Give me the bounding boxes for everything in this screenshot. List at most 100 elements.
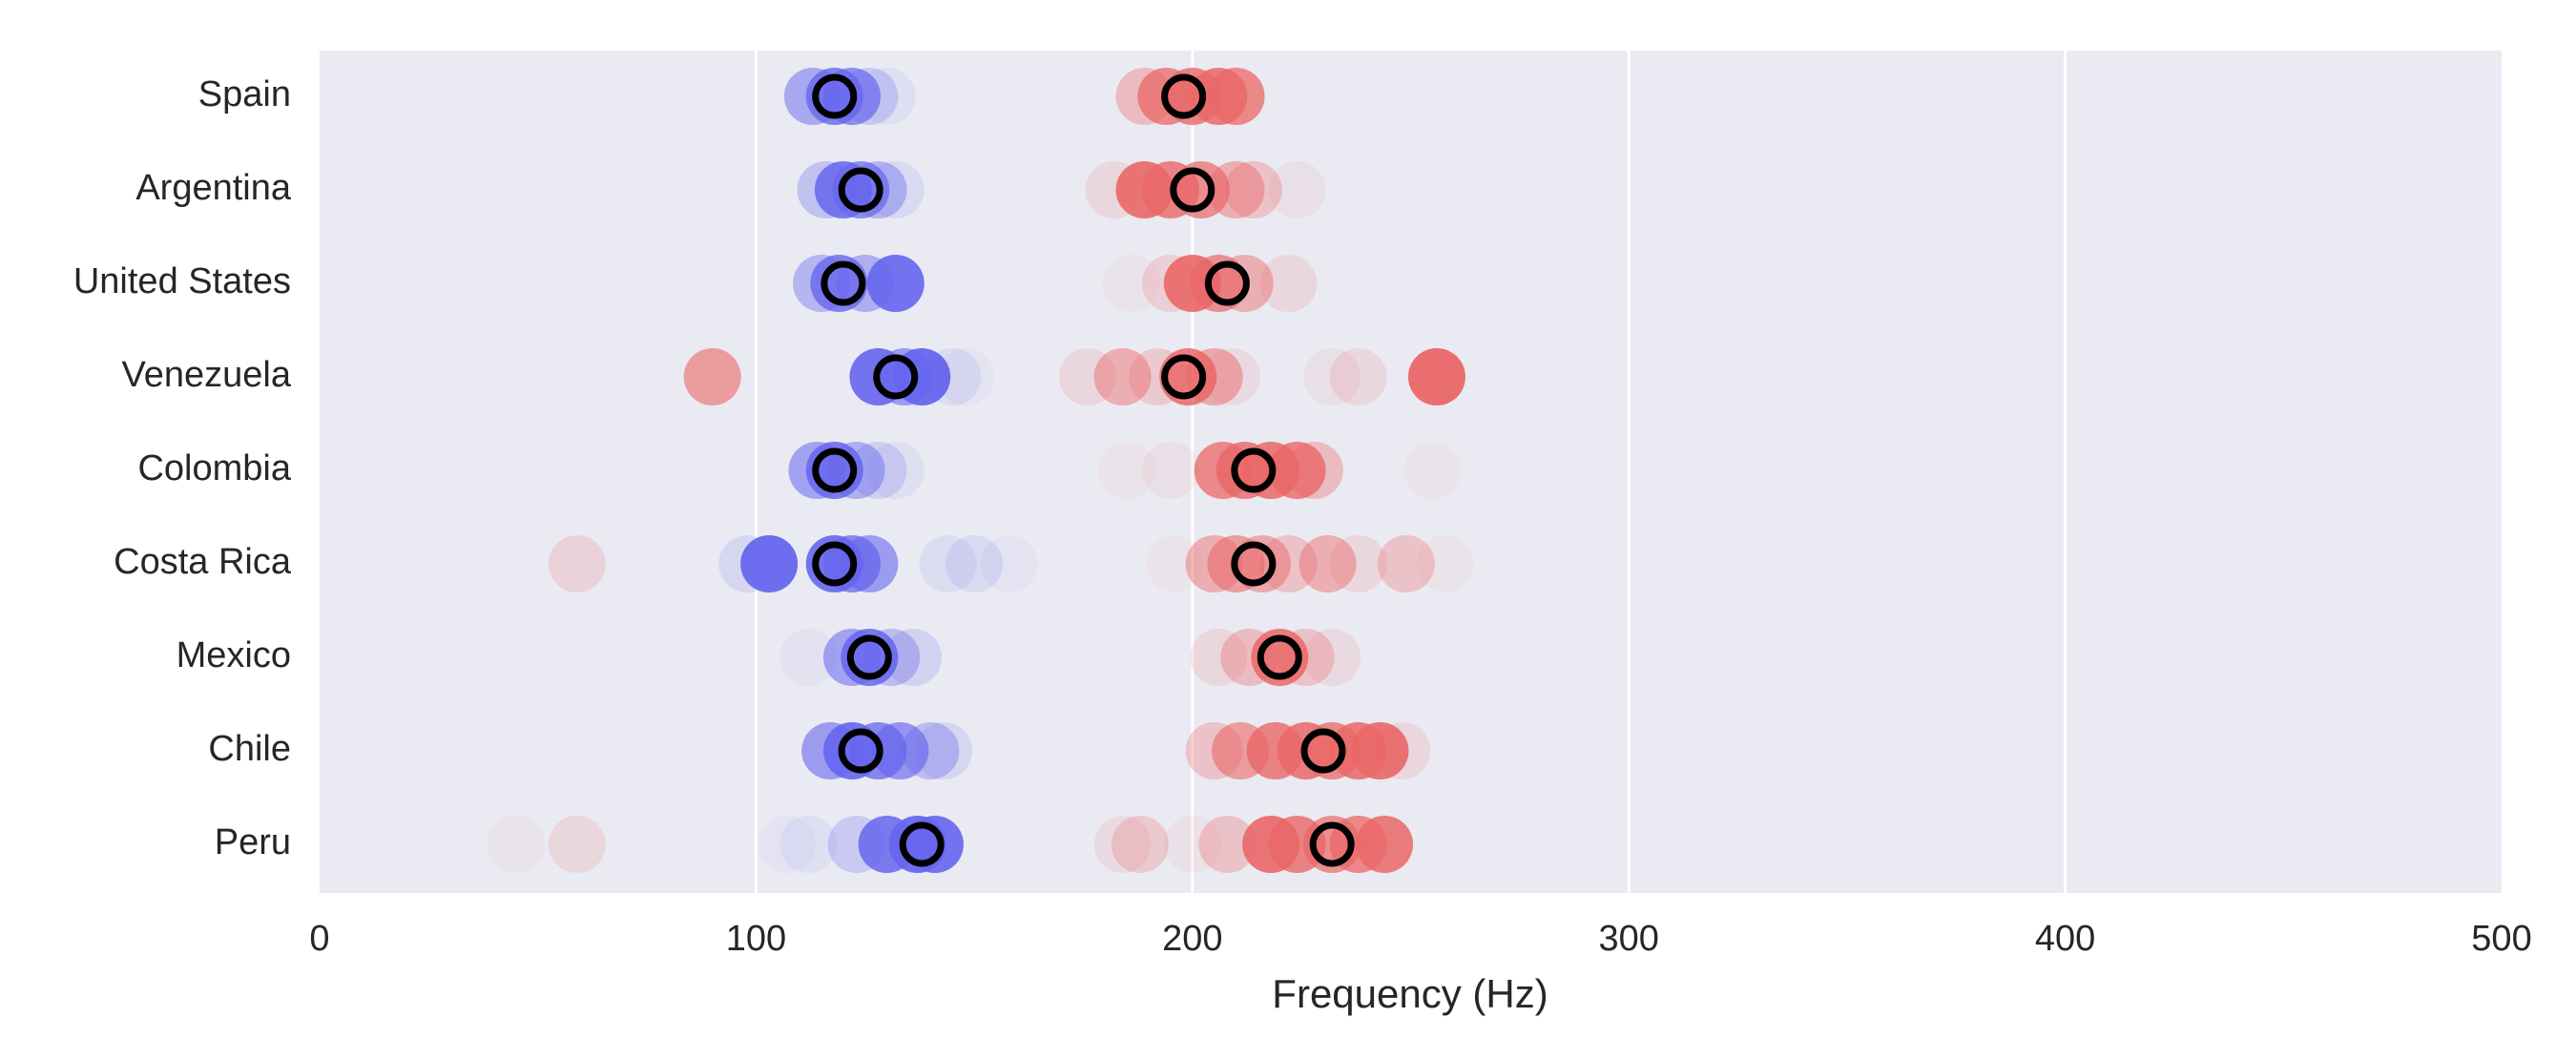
blue-series-point (858, 68, 916, 125)
red-mean-marker (1170, 167, 1215, 213)
red-series-point (1202, 348, 1260, 405)
y-tick-label: United States (73, 261, 291, 301)
blue-series-point (884, 629, 943, 686)
blue-series-point (779, 816, 838, 873)
red-series-point (1190, 629, 1248, 686)
red-series-point (487, 816, 545, 873)
y-tick-label: Peru (215, 822, 291, 862)
red-mean-marker (1231, 541, 1277, 587)
red-series-point (1303, 629, 1361, 686)
red-mean-marker (1300, 728, 1346, 774)
red-series-point (1233, 535, 1291, 592)
red-series-point (1417, 535, 1475, 592)
x-tick-label: 100 (726, 919, 786, 959)
red-series-point (1259, 255, 1318, 312)
blue-series-point (905, 816, 964, 873)
y-tick-label: Chile (208, 729, 291, 769)
blue-series-point (945, 535, 1004, 592)
blue-mean-marker (812, 73, 858, 119)
x-tick-label: 200 (1162, 919, 1222, 959)
y-tick-label: Argentina (135, 168, 292, 208)
blue-mean-marker (873, 354, 919, 400)
blue-mean-marker (812, 541, 858, 587)
blue-mean-marker (821, 260, 866, 306)
red-series-point (1190, 255, 1248, 312)
x-tick-label: 0 (309, 919, 329, 959)
blue-series-point (779, 629, 838, 686)
red-series-point (1093, 348, 1152, 405)
red-series-point (1373, 722, 1431, 779)
blue-mean-marker (899, 821, 945, 867)
red-series-point (1093, 816, 1152, 873)
red-series-point (1259, 535, 1318, 592)
blue-mean-marker (846, 634, 892, 680)
blue-mean-marker (838, 167, 883, 213)
blue-series-point (980, 535, 1038, 592)
red-series-point (1163, 816, 1221, 873)
blue-series-point (758, 816, 816, 873)
blue-series-point (936, 348, 994, 405)
y-tick-label: Mexico (177, 635, 291, 675)
x-tick-labels: 0 100 200 300 400 500 (309, 919, 2531, 959)
y-tick-labels: Spain Argentina United States Venezuela Colo… (73, 74, 292, 862)
y-tick-label: Venezuela (122, 355, 292, 395)
red-series-point (1407, 348, 1465, 405)
red-series-point (1329, 348, 1387, 405)
red-series-point (548, 816, 606, 873)
red-series-point (1298, 535, 1357, 592)
red-series-point (1329, 535, 1387, 592)
y-tick-label: Costa Rica (114, 542, 292, 582)
red-series-point (1224, 161, 1282, 218)
red-series-point (1285, 442, 1343, 499)
blue-mean-marker (838, 728, 883, 774)
blue-series-point (924, 348, 982, 405)
red-mean-marker (1161, 354, 1207, 400)
red-series-point (1303, 348, 1361, 405)
red-series-point (548, 535, 606, 592)
red-mean-marker (1204, 260, 1250, 306)
blue-series-point (849, 442, 907, 499)
y-tick-label: Spain (198, 74, 291, 114)
blue-series-point (902, 722, 960, 779)
red-mean-marker (1257, 634, 1302, 680)
x-axis-label: Frequency (Hz) (1272, 971, 1548, 1016)
blue-series-point (841, 535, 899, 592)
red-series-point (1146, 535, 1204, 592)
red-series-point (1102, 255, 1160, 312)
red-series-point (1356, 816, 1414, 873)
red-series-point (1198, 816, 1257, 873)
blue-series-point (915, 722, 973, 779)
blue-series-point (919, 535, 977, 592)
red-series-point (1268, 161, 1326, 218)
red-series-point (1172, 161, 1230, 218)
red-series-point (1141, 442, 1199, 499)
red-series-point (1377, 535, 1435, 592)
blue-series-point (866, 442, 924, 499)
red-series-point (1268, 442, 1326, 499)
blue-series-point (841, 68, 899, 125)
blue-mean-marker (812, 447, 858, 493)
blue-series-point (866, 161, 924, 218)
red-mean-marker (1161, 73, 1207, 119)
x-tick-label: 500 (2471, 919, 2531, 959)
red-series-point (1111, 816, 1169, 873)
mean-markers (812, 73, 1355, 867)
plot-background (320, 51, 2502, 893)
red-series-point (1059, 348, 1117, 405)
red-series-point (683, 348, 741, 405)
red-series-point (1403, 442, 1462, 499)
red-series-point (1351, 722, 1409, 779)
blue-series-point (740, 535, 799, 592)
data-points (487, 68, 1475, 873)
x-tick-label: 400 (2035, 919, 2095, 959)
red-series-point (1098, 442, 1156, 499)
blue-series-point (866, 255, 924, 312)
red-series-point (1207, 161, 1265, 218)
y-tick-label: Colombia (137, 448, 291, 488)
red-series-point (1207, 68, 1265, 125)
x-tick-label: 300 (1598, 919, 1658, 959)
red-mean-marker (1309, 821, 1355, 867)
blue-series-point (871, 722, 929, 779)
